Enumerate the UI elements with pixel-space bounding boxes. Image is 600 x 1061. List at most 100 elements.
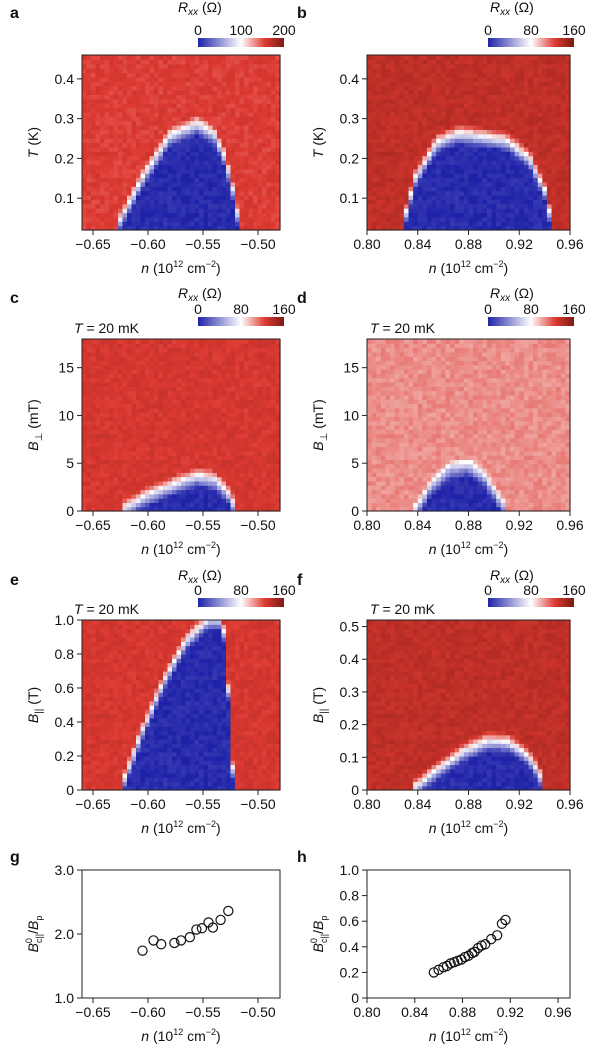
heatmap-cell: [560, 199, 566, 205]
heatmap-cell: [190, 420, 196, 426]
heatmap-cell: [149, 90, 155, 95]
heatmap-cell: [226, 502, 232, 508]
heatmap-cell: [217, 351, 223, 357]
heatmap-cell: [208, 485, 214, 491]
heatmap-cell: [390, 129, 396, 135]
heatmap-cell: [262, 151, 268, 157]
heatmap-cell: [422, 120, 428, 126]
heatmap-cell: [91, 186, 97, 192]
heatmap-cell: [431, 55, 437, 60]
heatmap-cell: [226, 155, 232, 161]
heatmap-cell: [546, 72, 553, 78]
heatmap-cell: [477, 190, 483, 196]
heatmap-cell: [473, 203, 479, 209]
heatmap-cell: [417, 160, 423, 165]
heatmap-cell: [440, 129, 447, 135]
heatmap-cell: [514, 221, 520, 227]
heatmap-cell: [468, 203, 474, 209]
heatmap-cell: [194, 356, 200, 362]
heatmap-cell: [91, 90, 97, 95]
heatmap-cell: [221, 459, 227, 465]
heatmap-cell: [113, 506, 119, 512]
heatmap-cell: [385, 146, 391, 152]
heatmap-cell: [118, 116, 124, 122]
heatmap-cell: [82, 493, 88, 499]
heatmap-cell: [436, 81, 442, 87]
heatmap-cell: [158, 68, 164, 74]
heatmap-cell: [145, 412, 151, 417]
heatmap-cell: [167, 459, 173, 465]
heatmap-cell: [226, 138, 232, 144]
heatmap-cell: [217, 463, 223, 469]
heatmap-cell: [127, 425, 133, 430]
heatmap-cell: [230, 181, 236, 187]
heatmap-cell: [154, 103, 160, 109]
heatmap-cell: [91, 463, 97, 469]
heatmap-cell: [376, 199, 382, 205]
heatmap-cell: [500, 103, 507, 109]
heatmap-cell: [140, 208, 146, 214]
heatmap-cell: [199, 125, 205, 130]
heatmap-cell: [100, 155, 106, 161]
heatmap-cell: [167, 81, 173, 87]
heatmap-cell: [528, 199, 534, 205]
heatmap-cell: [131, 403, 137, 409]
heatmap-cell: [86, 455, 92, 460]
heatmap-cell: [167, 437, 173, 443]
heatmap-cell: [217, 493, 223, 499]
heatmap-cell: [376, 164, 382, 170]
heatmap-cell: [145, 155, 151, 161]
heatmap-cell: [172, 390, 178, 396]
heatmap-cell: [477, 76, 483, 82]
heatmap-cell: [149, 403, 155, 409]
heatmap-cell: [514, 125, 520, 130]
heatmap-cell: [167, 416, 173, 422]
heatmap-cell: [523, 81, 530, 87]
heatmap-cell: [440, 173, 447, 179]
heatmap-cell: [104, 55, 110, 60]
heatmap-cell: [482, 129, 488, 135]
heatmap-cell: [413, 107, 419, 113]
heatmap-cell: [208, 382, 214, 387]
heatmap-cell: [394, 155, 400, 161]
heatmap-cell: [413, 138, 419, 144]
heatmap-cell: [91, 476, 97, 482]
heatmap-cell: [253, 168, 259, 174]
heatmap-cell: [542, 203, 548, 209]
heatmap-cell: [176, 390, 182, 396]
heatmap-cell: [203, 386, 209, 392]
heatmap-cell: [244, 116, 250, 122]
heatmap-cell: [477, 107, 483, 113]
heatmap-cell: [176, 146, 182, 152]
heatmap-cell: [528, 186, 534, 192]
heatmap-cell: [95, 129, 101, 135]
heatmap-cell: [454, 125, 460, 130]
heatmap-cell: [140, 506, 146, 512]
y-axis-label: T (K): [310, 127, 326, 158]
heatmap-cell: [239, 85, 245, 91]
heatmap-cell: [380, 181, 387, 187]
heatmap-cell: [399, 160, 405, 165]
heatmap-cell: [176, 463, 182, 469]
heatmap-cell: [104, 116, 110, 122]
heatmap-cell: [514, 90, 520, 95]
heatmap-cell: [194, 360, 200, 366]
heatmap-cell: [266, 81, 272, 87]
heatmap-cell: [131, 468, 137, 473]
heatmap-cell: [91, 59, 97, 65]
heatmap-cell: [149, 369, 155, 374]
heatmap-cell: [149, 356, 155, 362]
heatmap-cell: [221, 416, 227, 422]
heatmap-cell: [221, 168, 227, 174]
heatmap-cell: [122, 502, 128, 508]
heatmap-cell: [122, 76, 128, 82]
heatmap-cell: [533, 225, 539, 231]
heatmap-cell: [104, 373, 110, 379]
heatmap-cell: [82, 63, 88, 69]
heatmap-cell: [122, 437, 128, 443]
heatmap-cell: [127, 455, 133, 460]
heatmap-cell: [514, 181, 520, 187]
heatmap-cell: [463, 81, 470, 87]
heatmap-cell: [371, 199, 377, 205]
heatmap-cell: [118, 373, 124, 379]
